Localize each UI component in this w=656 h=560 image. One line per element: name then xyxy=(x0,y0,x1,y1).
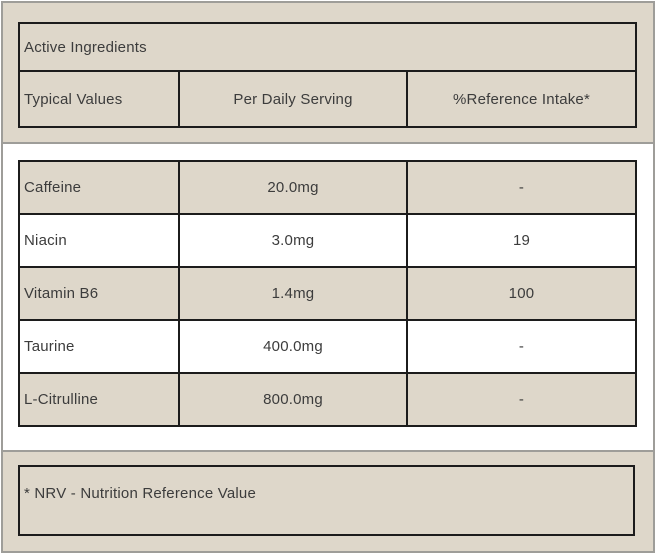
reference-intake-cell: - xyxy=(406,160,637,215)
ingredients-table: Caffeine 20.0mg - Niacin 3.0mg 19 Vitami… xyxy=(18,160,637,427)
footnote-section: * NRV - Nutrition Reference Value xyxy=(3,450,653,549)
header-section: Active Ingredients Typical Values Per Da… xyxy=(3,3,653,144)
table-row: L-Citrulline 800.0mg - xyxy=(18,372,637,427)
column-header-typical-values: Typical Values xyxy=(18,70,180,128)
header-table: Active Ingredients Typical Values Per Da… xyxy=(17,22,638,128)
table-row: Taurine 400.0mg - xyxy=(18,319,637,374)
ingredient-name-cell: Taurine xyxy=(18,319,180,374)
per-serving-cell: 20.0mg xyxy=(178,160,408,215)
reference-intake-cell: 19 xyxy=(406,213,637,268)
ingredient-name-cell: L-Citrulline xyxy=(18,372,180,427)
ingredient-name-cell: Niacin xyxy=(18,213,180,268)
reference-intake-cell: - xyxy=(406,319,637,374)
per-serving-cell: 1.4mg xyxy=(178,266,408,321)
table-title: Active Ingredients xyxy=(17,22,638,72)
per-serving-cell: 400.0mg xyxy=(178,319,408,374)
table-row: Niacin 3.0mg 19 xyxy=(18,213,637,268)
column-header-row: Typical Values Per Daily Serving %Refere… xyxy=(18,70,638,128)
reference-intake-cell: 100 xyxy=(406,266,637,321)
reference-intake-cell: - xyxy=(406,372,637,427)
table-row: Caffeine 20.0mg - xyxy=(18,160,637,215)
footnote-text: * NRV - Nutrition Reference Value xyxy=(24,485,256,502)
ingredient-name-cell: Vitamin B6 xyxy=(18,266,180,321)
table-row: Vitamin B6 1.4mg 100 xyxy=(18,266,637,321)
table-title-row: Active Ingredients xyxy=(17,22,638,72)
footnote-box: * NRV - Nutrition Reference Value xyxy=(18,465,635,536)
ingredient-name-cell: Caffeine xyxy=(18,160,180,215)
column-header-per-daily-serving: Per Daily Serving xyxy=(178,70,408,128)
column-header-reference-intake: %Reference Intake* xyxy=(405,70,638,128)
ingredients-section: Caffeine 20.0mg - Niacin 3.0mg 19 Vitami… xyxy=(3,144,653,450)
per-serving-cell: 3.0mg xyxy=(178,213,408,268)
per-serving-cell: 800.0mg xyxy=(178,372,408,427)
